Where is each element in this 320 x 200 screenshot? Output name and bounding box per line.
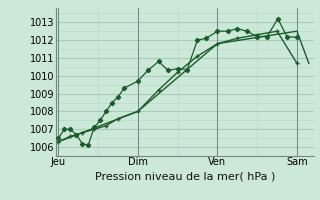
X-axis label: Pression niveau de la mer( hPa ): Pression niveau de la mer( hPa ) <box>95 172 275 182</box>
